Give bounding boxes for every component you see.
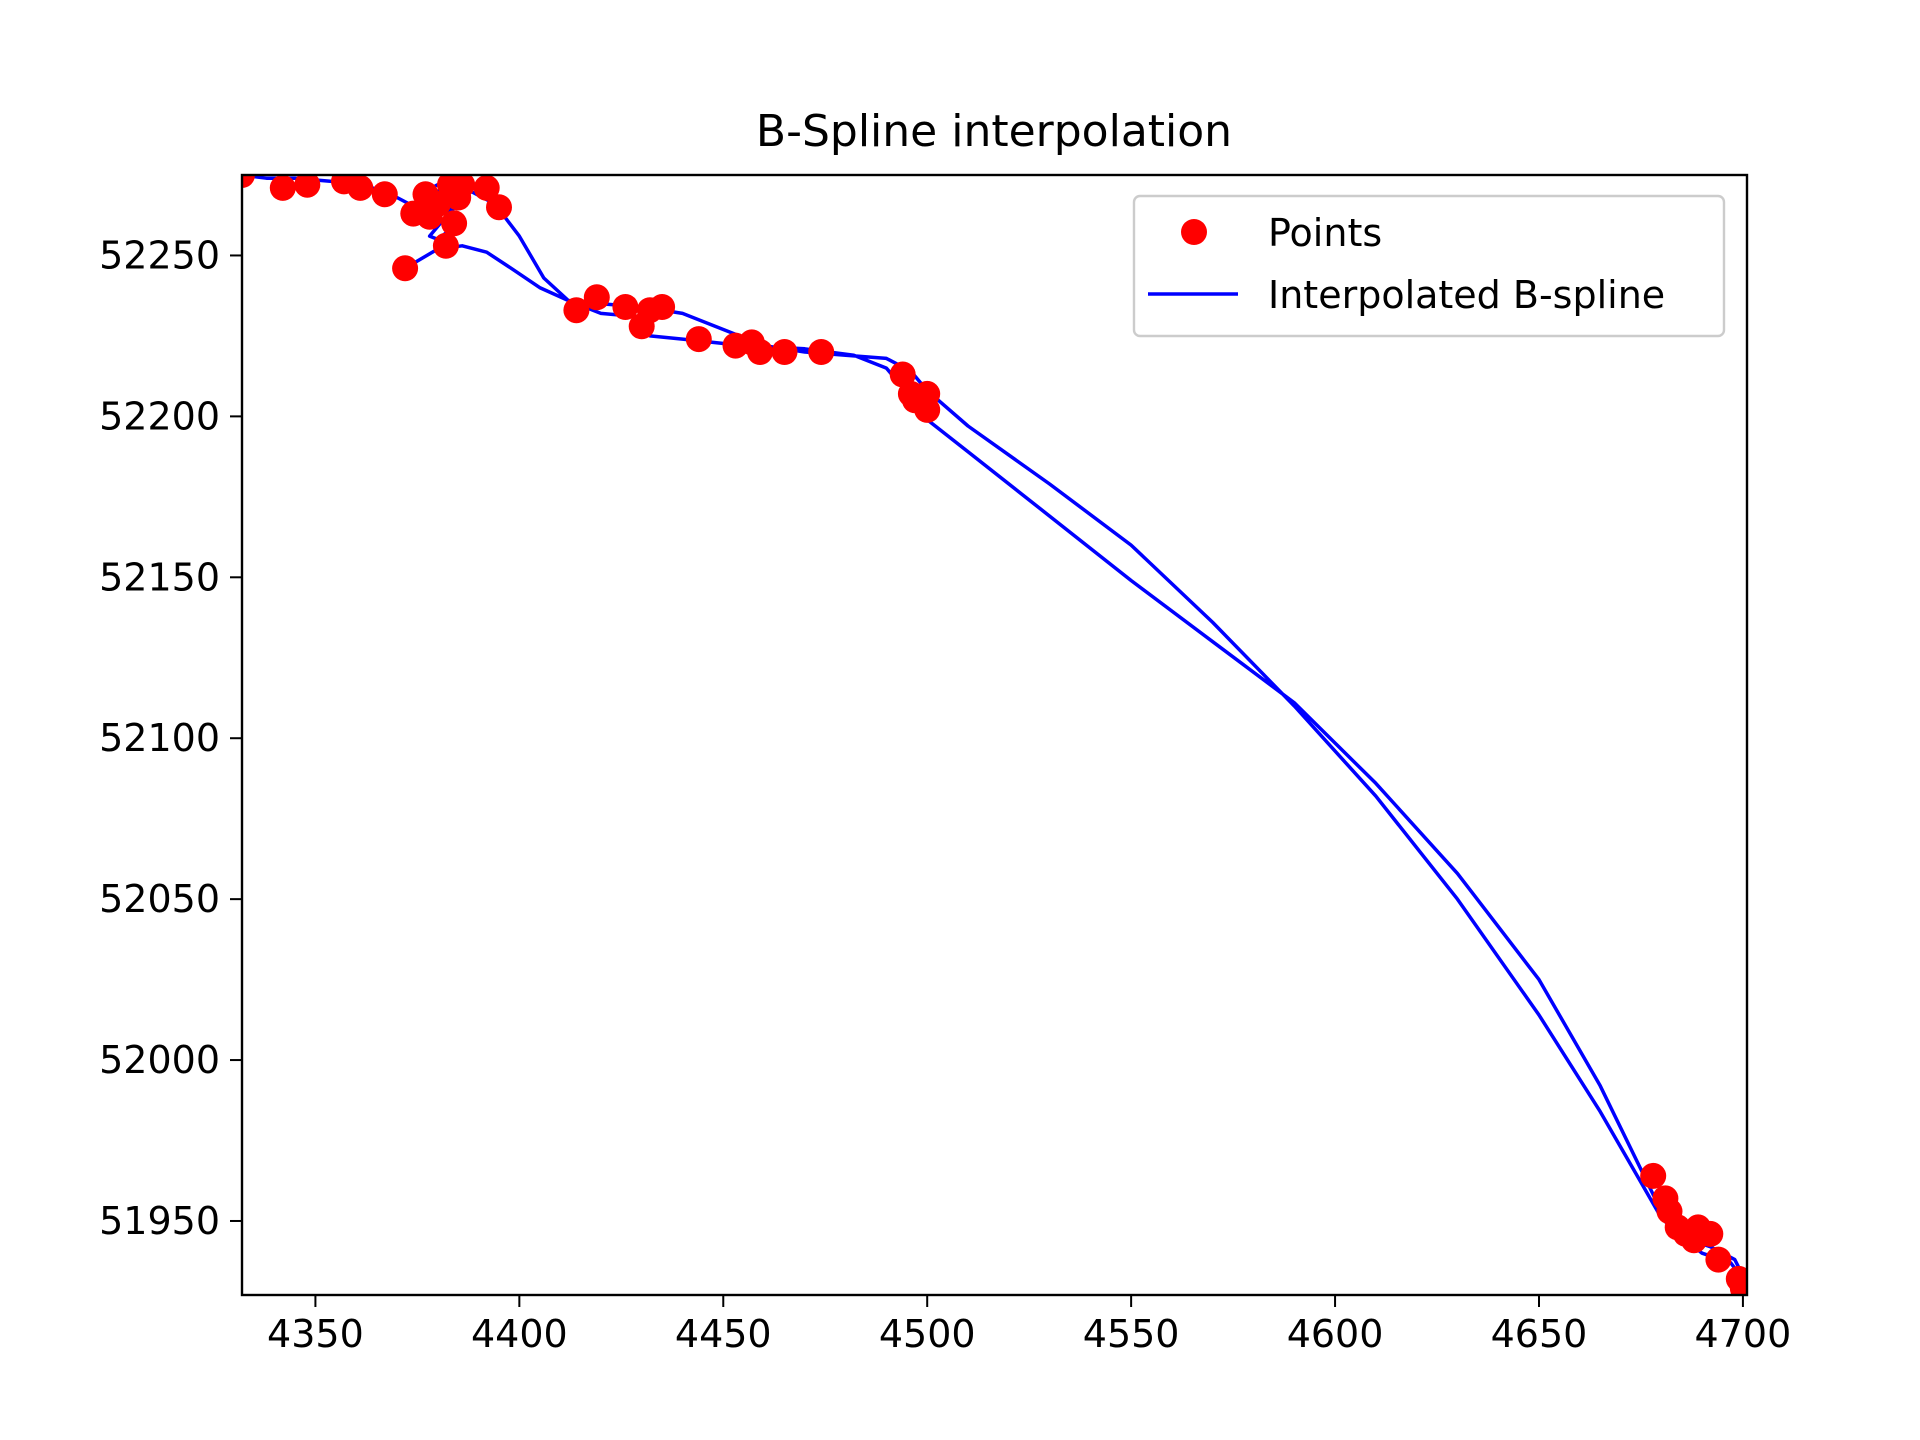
x-tick-label: 4500 (879, 1312, 976, 1356)
data-point (1729, 1275, 1747, 1295)
x-tick-label: 4350 (267, 1312, 364, 1356)
y-tick-label: 52250 (99, 233, 220, 277)
data-point (583, 284, 610, 311)
data-point (424, 191, 451, 217)
x-tick-label: 4450 (675, 1312, 772, 1356)
data-point (808, 339, 835, 365)
legend-points-label: Points (1268, 211, 1382, 255)
x-tick-label: 4700 (1695, 1312, 1792, 1356)
data-point (1640, 1162, 1667, 1189)
data-point (486, 194, 512, 221)
points-layer (242, 175, 1747, 1295)
data-point (685, 326, 712, 353)
x-axis-ticks: 4350 4400 4450 4500 4550 4600 4650 4700 (267, 1295, 1791, 1356)
data-point (347, 175, 374, 201)
legend-spline-label: Interpolated B-spline (1268, 273, 1665, 317)
y-tick-label: 52150 (99, 555, 220, 599)
legend-box (1132, 194, 1726, 338)
data-point (1705, 1246, 1732, 1273)
data-point (294, 175, 321, 198)
plot-area (242, 175, 1747, 1295)
data-point (371, 181, 398, 208)
data-point (771, 339, 798, 365)
data-point (441, 210, 468, 237)
x-tick-label: 4550 (1083, 1312, 1180, 1356)
data-point (563, 297, 590, 324)
legend-points-marker (1181, 219, 1207, 245)
data-point (612, 294, 639, 320)
data-point (473, 175, 500, 201)
data-point (914, 396, 941, 423)
legend: Points Interpolated B-spline (1132, 194, 1726, 338)
x-tick-label: 4400 (471, 1312, 568, 1356)
data-point (747, 339, 773, 365)
x-tick-label: 4650 (1491, 1312, 1588, 1356)
y-tick-label: 52100 (99, 716, 220, 760)
data-point (242, 175, 255, 188)
y-tick-label: 52200 (99, 394, 220, 438)
x-tick-label: 4600 (1287, 1312, 1384, 1356)
data-point (649, 294, 676, 320)
data-point (269, 175, 296, 201)
data-point (392, 255, 419, 282)
y-tick-label: 52000 (99, 1038, 220, 1082)
data-point (1697, 1220, 1724, 1247)
data-point (449, 175, 476, 198)
data-point (432, 232, 459, 259)
axes-frame (240, 173, 1749, 1297)
y-tick-label: 52050 (99, 877, 220, 921)
y-tick-label: 51950 (99, 1199, 220, 1243)
chart-title: B-Spline interpolation (756, 106, 1232, 157)
y-axis-ticks: 51950 52000 52050 52100 52150 52200 52250 (99, 233, 242, 1243)
data-point (889, 361, 916, 388)
